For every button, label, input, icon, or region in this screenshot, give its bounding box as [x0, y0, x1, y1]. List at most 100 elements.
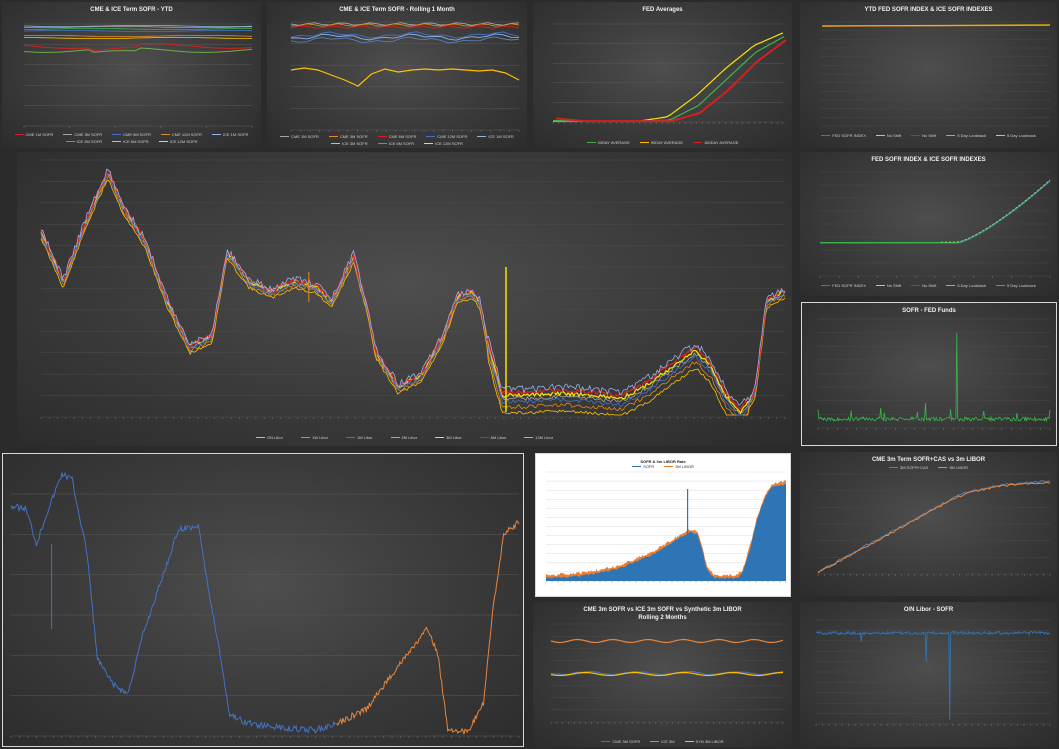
series-line [550, 670, 784, 676]
legend-swatch [112, 133, 122, 136]
series-line [23, 43, 253, 52]
series-line [290, 36, 520, 44]
legend-swatch [996, 134, 1006, 137]
legend-swatch [112, 140, 122, 143]
legend-label: ICE 6M SOFR [388, 141, 415, 146]
series-line [555, 39, 787, 123]
chart-plot-area [817, 473, 1051, 576]
legend-item: CME 1M SOFR [14, 132, 53, 137]
legend-label: FED SOFR INDEX [832, 283, 866, 288]
legend-item: 180DAY AVERAGE [693, 140, 738, 145]
legend-label: 5 Day Lookback [1007, 283, 1036, 288]
chart-title: CME & ICE Term SOFR - YTD [90, 7, 173, 13]
legend-label: CME 3M SOFR [339, 134, 368, 139]
chart-legend: FED SOFR INDEX No Shift No Shift 5 Day Look… [800, 133, 1057, 138]
area-sofr [546, 483, 786, 581]
series-line [821, 25, 1051, 27]
legend-label: ICE 1M SOFR [222, 132, 249, 137]
series-line [336, 519, 520, 735]
panel-libor-history: ON Libor 1W Libor 1M Libor 2M Libor 3M Libor… [17, 152, 792, 446]
legend-label: ICE 6M SOFR [123, 139, 149, 144]
legend-item: 3M SOFR+CAS [888, 465, 928, 470]
chart-plot-area [545, 471, 787, 583]
legend-label: ICE 1M SOFR [488, 134, 514, 139]
legend-item: ICE 12M SOFR [158, 139, 198, 144]
series-line [817, 481, 1051, 574]
legend-label: SOFR [643, 464, 655, 469]
legend-item: 1M Libor [345, 435, 373, 440]
legend-label: 30DAY AVERAGE [597, 140, 630, 145]
series-line [550, 638, 784, 644]
legend-item: 3M LIBOR [664, 464, 694, 469]
chart-legend: FED SOFR INDEX No Shift No Shift 5 Day Look… [800, 283, 1057, 288]
panel-ytd-fed-sofr-index: YTD FED SOFR INDEX & ICE SOFR INDEXES FE… [800, 2, 1057, 148]
legend-swatch [938, 466, 948, 469]
chart-plot-area [552, 23, 787, 124]
legend-item: CME 12M SOFR [426, 134, 467, 139]
legend-swatch [586, 141, 596, 144]
legend-label: ICE 3M SOFR [342, 141, 368, 146]
legend-item: 30DAY AVERAGE [586, 140, 630, 145]
series-line [817, 332, 1051, 423]
legend-swatch [639, 141, 649, 144]
legend-item: No Shift [911, 133, 936, 138]
legend-swatch [65, 140, 75, 143]
legend-label: 3M LIBOR [949, 465, 968, 470]
legend-label: 3M Libor [446, 435, 462, 440]
chart-legend: SOFR 3M LIBOR [536, 464, 790, 469]
legend-item: ICE 1M SOFR [477, 134, 514, 139]
legend-item: CME 1M SOFR [280, 134, 319, 139]
chart-legend: CME 1M SOFR CME 3M SOFR CME 6M SOFR CME 12M… [2, 132, 261, 144]
panel-cme-3m-term-sofr-cas: CME 3m Term SOFR+CAS vs 3m LIBOR 3M SOFR… [800, 452, 1057, 596]
series-line [553, 32, 784, 122]
legend-swatch [875, 134, 885, 137]
panel-fed-sofr-index-ice: FED SOFR INDEX & ICE SOFR INDEXES FED SO… [800, 152, 1057, 296]
panel-cme-ice-term-sofr-rolling: CME & ICE Term SOFR - Rolling 1 Month CM… [267, 2, 527, 148]
series-line [23, 37, 252, 39]
chart-title: O/N Libor - SOFR [903, 607, 954, 613]
series-line [290, 25, 520, 29]
legend-swatch [650, 740, 660, 743]
series-line [24, 35, 253, 37]
legend-label: ICE 12M SOFR [435, 141, 463, 146]
legend-item: No Shift [875, 283, 901, 288]
legend-label: ICE 12M SOFR [169, 139, 198, 144]
legend-swatch [524, 436, 534, 439]
panel-sofr-fed-funds: SOFR - FED Funds [801, 302, 1057, 446]
legend-item: ICE 3M SOFR [65, 139, 102, 144]
legend-item: FED SOFR INDEX [821, 283, 866, 288]
series-line [290, 23, 520, 27]
legend-swatch [946, 284, 956, 287]
legend-item: CME 6M SOFR [112, 132, 151, 137]
series-line [40, 173, 786, 415]
chart-plot-area [23, 23, 253, 128]
legend-label: CME 6M SOFR [123, 132, 151, 137]
legend-swatch [477, 135, 487, 138]
legend-swatch [14, 133, 24, 136]
legend-item: 5 Day Lookback [996, 283, 1036, 288]
legend-label: ICE 3M [661, 739, 675, 744]
legend-label: No Shift [922, 283, 937, 288]
chart-title: SOFR & 3m LIBOR Rate [640, 459, 686, 464]
legend-item: 5 Day Lookback [946, 283, 986, 288]
legend-label: 2M Libor [401, 435, 418, 440]
chart-plot-area [290, 21, 520, 132]
chart-title: YTD FED SOFR INDEX & ICE SOFR INDEXES [864, 7, 993, 13]
legend-item: ON Libor [255, 435, 283, 440]
legend-swatch [426, 135, 436, 138]
legend-label: CME 3M SOFR [74, 132, 103, 137]
legend-item: CME 6M SOFR [377, 134, 417, 139]
legend-label: No Shift [886, 133, 902, 138]
legend-item: CME 12M SOFR [160, 132, 202, 137]
series-line [10, 471, 337, 735]
series-line [40, 174, 786, 416]
series-line [290, 33, 520, 41]
legend-swatch [911, 284, 921, 287]
legend-label: CME 6M SOFR [388, 134, 417, 139]
legend-item: 1W Libor [300, 435, 328, 440]
chart-title: SOFR - FED Funds [902, 308, 956, 314]
chart-plot-area [820, 21, 1051, 127]
legend-swatch [255, 436, 265, 439]
chart-legend: 3M SOFR+CAS 3M LIBOR [800, 465, 1057, 470]
chart-subtitle: Rolling 2 Months [638, 615, 687, 621]
